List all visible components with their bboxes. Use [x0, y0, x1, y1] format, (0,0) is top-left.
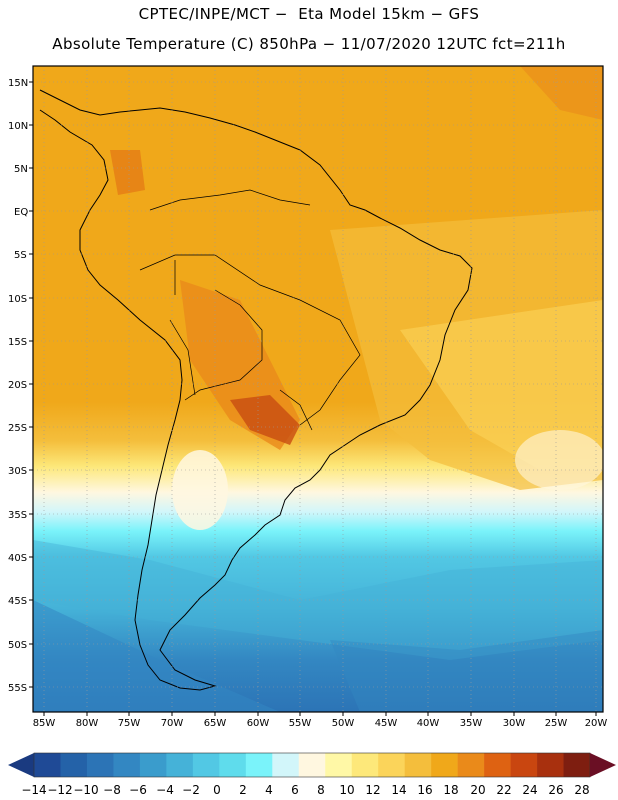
- colorbar-label: 6: [291, 783, 299, 797]
- light-gold-region: [400, 300, 603, 470]
- lat-label: 5S: [14, 250, 27, 261]
- lon-label: 55W: [289, 718, 312, 729]
- colorbar-label: 24: [522, 783, 537, 797]
- colorbar-box: [219, 753, 247, 777]
- pale-atlantic-patch: [515, 430, 603, 490]
- lon-label: 50W: [332, 718, 355, 729]
- lat-label: EQ: [14, 207, 28, 218]
- hot-spot-paraguay: [230, 395, 300, 445]
- lon-label: 70W: [161, 718, 184, 729]
- warm-northeast-corner: [520, 66, 603, 120]
- colorbar-label: −8: [103, 783, 121, 797]
- lat-label: 5N: [14, 164, 28, 175]
- lon-label: 85W: [33, 718, 56, 729]
- colorbar-box: [510, 753, 538, 777]
- lat-label: 20S: [8, 380, 27, 391]
- grid-lines: [33, 66, 603, 712]
- colorbar-box: [351, 753, 379, 777]
- colorbar-box: [34, 753, 61, 777]
- title-line-1: CPTEC/INPE/MCT − Eta Model 15km − GFS: [138, 5, 480, 23]
- colorbar-box: [431, 753, 458, 777]
- lat-label: 15N: [8, 78, 28, 89]
- lat-label: 30S: [8, 466, 27, 477]
- lat-label: 10N: [8, 121, 28, 132]
- lon-label: 75W: [118, 718, 141, 729]
- coastline-south-america: [39, 89, 473, 691]
- colorbar-label: 20: [470, 783, 485, 797]
- colorbar-box: [378, 753, 405, 777]
- colorbar-box: [272, 753, 300, 777]
- colorbar-box: [86, 753, 114, 777]
- lat-label: 55S: [8, 683, 27, 694]
- colorbar-box: [298, 753, 326, 777]
- lat-label: 40S: [8, 553, 27, 564]
- colorbar-box: [166, 753, 194, 777]
- colorbar-label: 8: [317, 783, 325, 797]
- longitude-labels: 85W 80W 75W 70W 65W 60W 55W 50W 45W 40W …: [33, 718, 608, 729]
- colorbar-label: −10: [73, 783, 98, 797]
- colorbar-box: [325, 753, 353, 777]
- colorbar-label: 28: [574, 783, 589, 797]
- country-borders: [139, 189, 361, 431]
- colorbar-box: [60, 753, 88, 777]
- lon-label: 65W: [204, 718, 227, 729]
- lon-label: 35W: [460, 718, 483, 729]
- colorbar-label: 2: [239, 783, 247, 797]
- colorbar-boxes: [33, 752, 591, 778]
- lon-label: 25W: [545, 718, 568, 729]
- colorbar-box: [139, 753, 167, 777]
- colorbar-label: 4: [265, 783, 273, 797]
- colorbar-label: 16: [417, 783, 432, 797]
- pale-patagonia-patch: [172, 450, 228, 530]
- lon-label: 45W: [375, 718, 398, 729]
- colorbar-over-arrow: [590, 753, 616, 777]
- colorbar-box: [404, 753, 432, 777]
- lon-label: 60W: [247, 718, 270, 729]
- colorbar-label: 26: [548, 783, 563, 797]
- colorbar-box: [537, 753, 564, 777]
- lon-label: 40W: [417, 718, 440, 729]
- cool-southeast: [330, 630, 603, 712]
- colorbar-box: [113, 753, 141, 777]
- title-line-2: Absolute Temperature (C) 850hPa − 11/07/…: [52, 35, 566, 53]
- lat-label: 50S: [8, 640, 27, 651]
- lat-label: 15S: [8, 337, 27, 348]
- colorbar-under-arrow: [8, 753, 34, 777]
- colorbar-box: [457, 753, 485, 777]
- lat-label: 35S: [8, 510, 27, 521]
- hot-spot-andes-north: [110, 150, 145, 195]
- colorbar-box: [245, 753, 273, 777]
- lat-label: 45S: [8, 596, 27, 607]
- latitude-labels: 15N 10N 5N EQ 5S 10S 15S 20S 25S 30S 35S…: [8, 78, 28, 694]
- temperature-field: [33, 66, 603, 712]
- lon-label: 80W: [76, 718, 99, 729]
- colorbar-box: [563, 753, 591, 777]
- colorbar-labels: −14 −12 −10 −8 −6 −4 −2 0 2 4 6 8 10 12 …: [21, 783, 589, 797]
- colorbar-label: 0: [213, 783, 221, 797]
- colorbar-box: [484, 753, 511, 777]
- cool-southwest: [33, 600, 280, 712]
- colorbar-label: −12: [47, 783, 72, 797]
- axis-ticks: [29, 81, 597, 716]
- lon-label: 30W: [503, 718, 526, 729]
- colorbar-label: 12: [365, 783, 380, 797]
- colorbar-label: −2: [182, 783, 200, 797]
- colorbar-label: 22: [496, 783, 511, 797]
- colorbar-label: −4: [156, 783, 174, 797]
- colorbar: −14 −12 −10 −8 −6 −4 −2 0 2 4 6 8 10 12 …: [8, 752, 616, 797]
- colorbar-label: 18: [443, 783, 458, 797]
- colorbar-label: 10: [339, 783, 354, 797]
- colorbar-label: 14: [391, 783, 406, 797]
- colorbar-label: −14: [21, 783, 46, 797]
- lon-label: 20W: [585, 718, 608, 729]
- map-frame: [32, 65, 604, 713]
- colorbar-box: [192, 753, 220, 777]
- lat-label: 10S: [8, 294, 27, 305]
- colorbar-label: −6: [129, 783, 147, 797]
- lat-label: 25S: [8, 423, 27, 434]
